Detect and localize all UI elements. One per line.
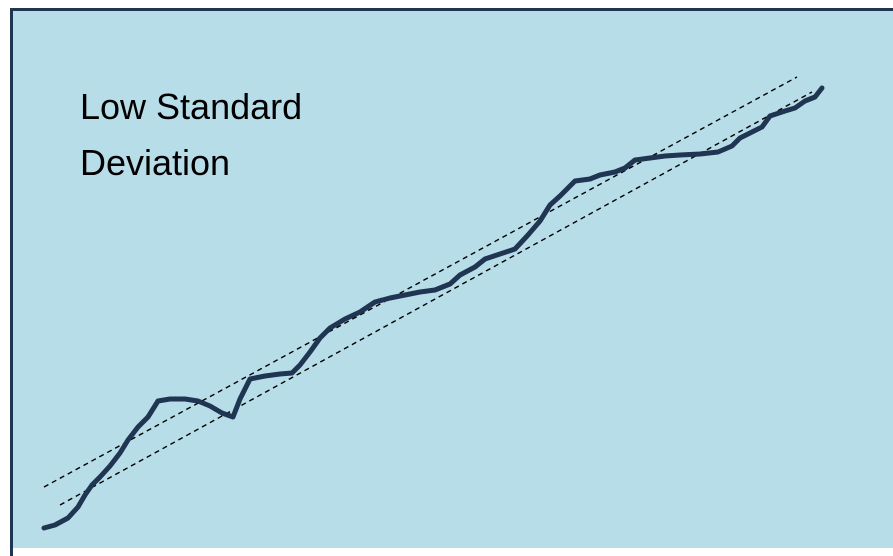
diagram-panel: Low Standard Deviation bbox=[10, 8, 893, 556]
lower-band-line bbox=[59, 91, 813, 506]
title-line-1: Low Standard bbox=[80, 86, 303, 127]
diagram-title: Low Standard Deviation bbox=[80, 79, 302, 191]
title-line-2: Deviation bbox=[80, 142, 231, 183]
upper-band-line bbox=[43, 76, 798, 488]
data-series-line bbox=[41, 85, 825, 531]
diagram-canvas bbox=[13, 11, 893, 548]
